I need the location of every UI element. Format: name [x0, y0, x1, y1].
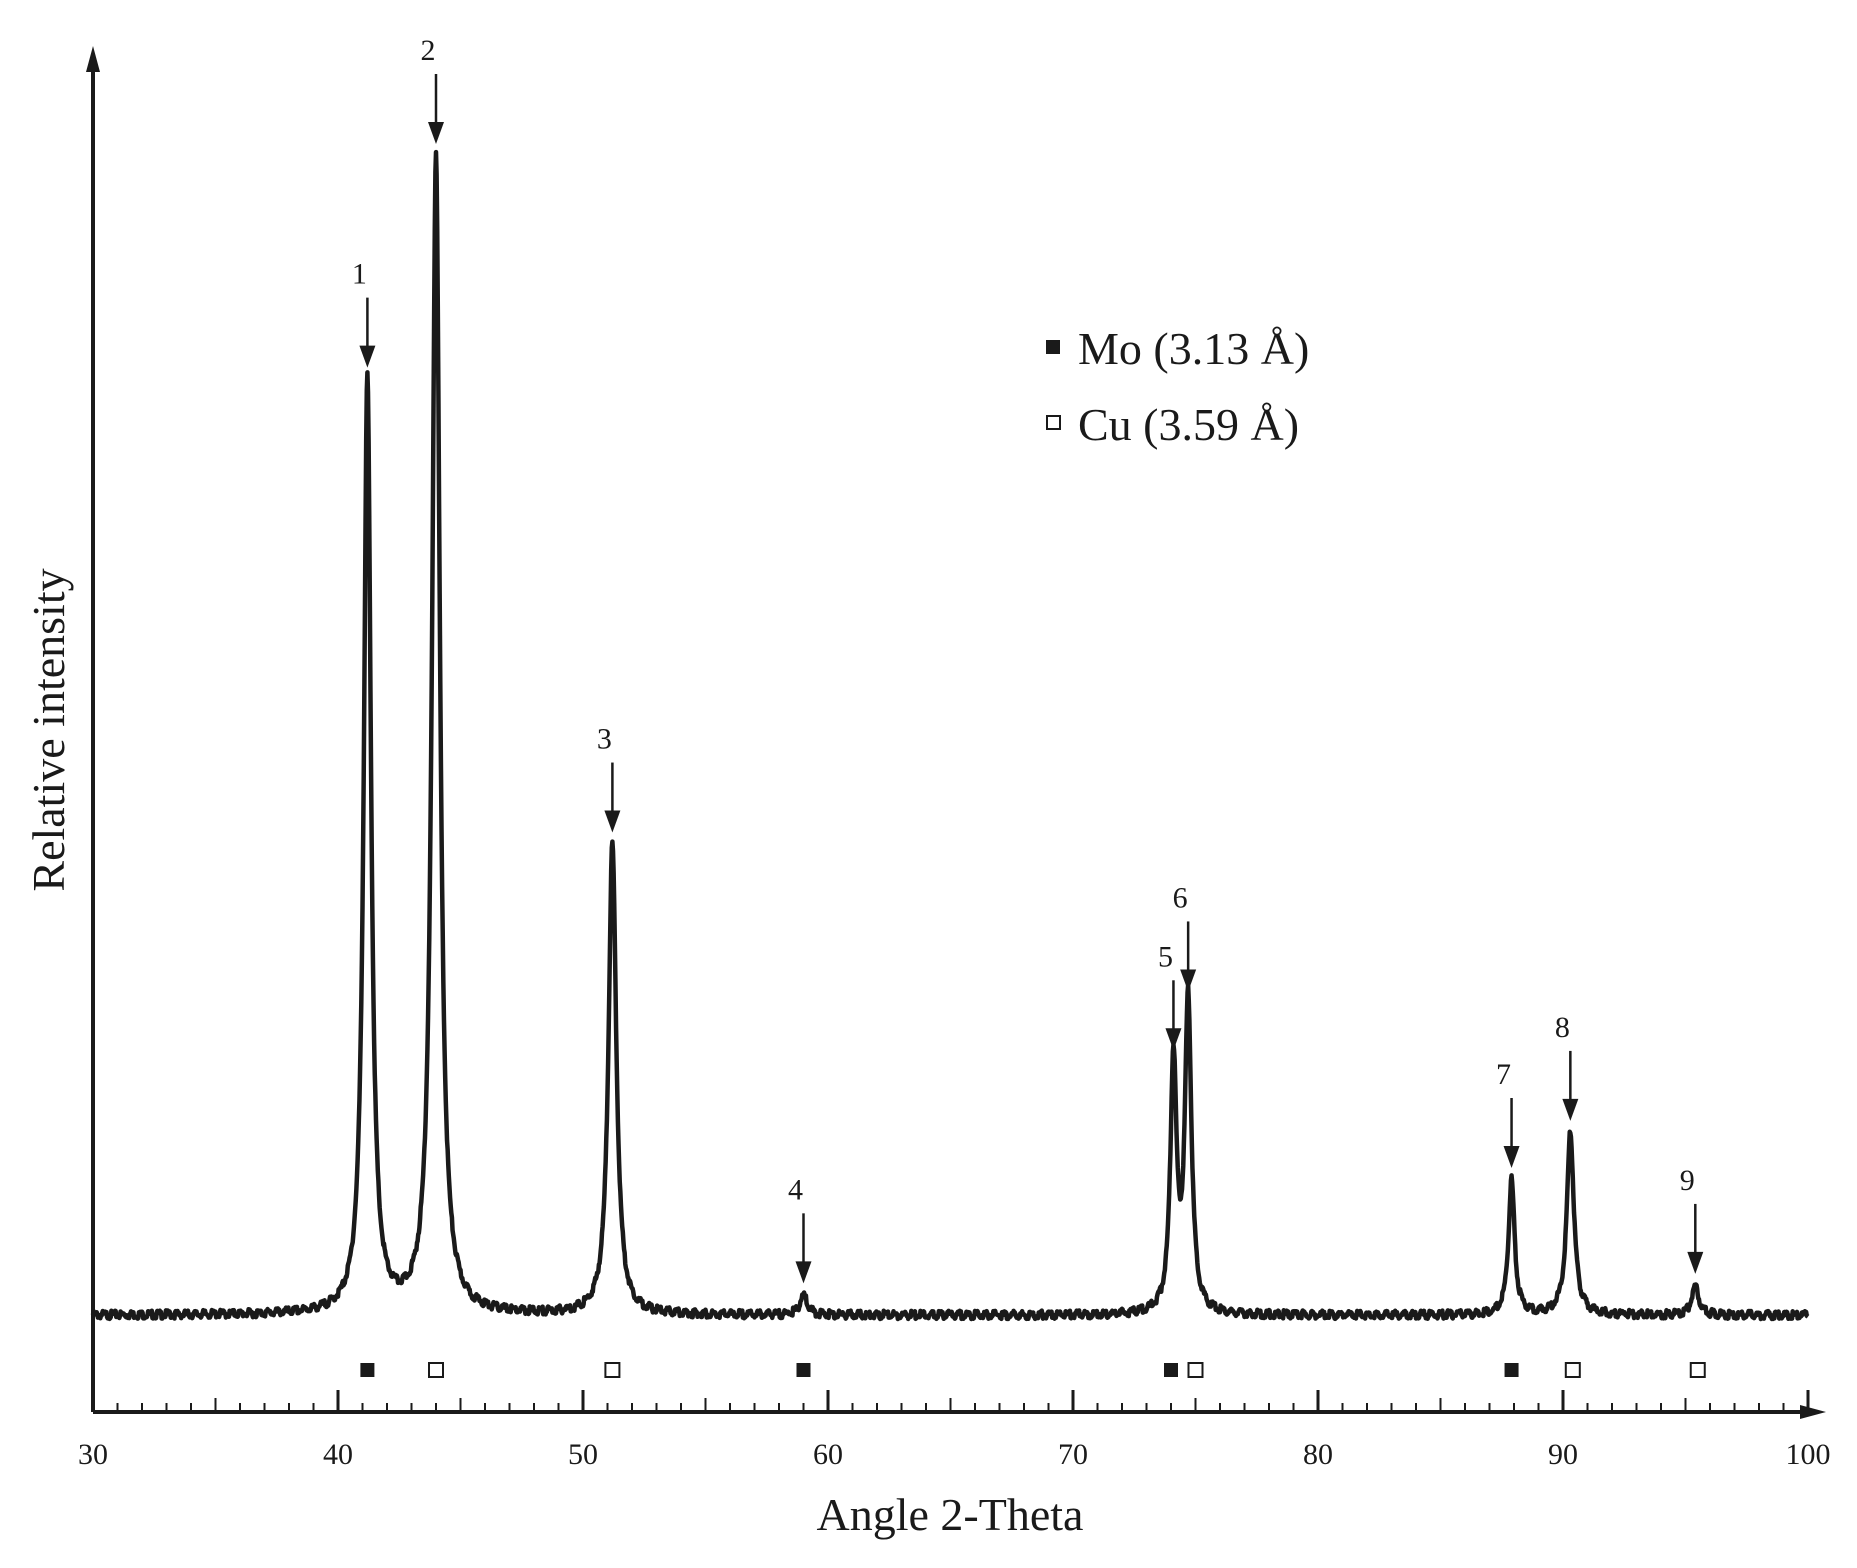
peak-annotations: 1 2 3 4 56 7 8 9 — [352, 34, 1704, 1284]
peak-arrowhead — [1503, 1145, 1520, 1168]
axes — [86, 46, 1826, 1419]
x-tick-label: 40 — [323, 1438, 353, 1471]
y-axis-title: Relative intensity — [23, 568, 74, 891]
peak-annotation: 9 — [1680, 1164, 1704, 1274]
x-tick-labels: 30 40 50 60 70 80 90 100 — [78, 1438, 1831, 1471]
spectrum-group — [90, 149, 1810, 1322]
legend-label-mo: Mo (3.13 Å) — [1078, 323, 1309, 374]
peak-label: 1 — [352, 258, 367, 291]
peak-label: 3 — [597, 723, 612, 756]
peak-annotation: 6 — [1173, 881, 1197, 992]
peak-annotation: 5 — [1158, 940, 1182, 1051]
x-tick-label: 80 — [1303, 1438, 1333, 1471]
spectrum-line — [90, 149, 1810, 1322]
peak-arrowhead — [1562, 1098, 1579, 1121]
cu-reference-marker — [1689, 1362, 1706, 1378]
x-tick-label: 100 — [1786, 1438, 1831, 1471]
peak-arrowhead — [359, 345, 376, 368]
mo-reference-marker — [1504, 1363, 1519, 1377]
peak-label: 8 — [1555, 1011, 1570, 1044]
cu-reference-marker — [1187, 1362, 1204, 1378]
peak-annotation: 4 — [788, 1173, 812, 1284]
peak-label: 9 — [1680, 1164, 1695, 1197]
x-tick-label: 70 — [1058, 1438, 1088, 1471]
cu-reference-marker — [428, 1362, 444, 1378]
mo-reference-marker — [360, 1363, 375, 1377]
peak-label: 5 — [1158, 940, 1173, 973]
peak-label: 2 — [421, 34, 436, 67]
x-tick-label: 90 — [1548, 1438, 1578, 1471]
x-tick-label: 60 — [813, 1438, 843, 1471]
peak-annotation: 7 — [1496, 1058, 1520, 1168]
peak-arrowhead — [1687, 1251, 1704, 1274]
peak-annotation: 2 — [421, 34, 444, 144]
x-tick-label: 50 — [568, 1438, 598, 1471]
peak-annotation: 1 — [352, 258, 376, 368]
reference-markers — [360, 1362, 1706, 1378]
cu-reference-marker — [1564, 1362, 1581, 1378]
peak-label: 7 — [1496, 1058, 1511, 1091]
peak-label: 6 — [1173, 881, 1188, 914]
peak-annotation: 3 — [597, 723, 621, 833]
peak-arrowhead — [795, 1261, 812, 1284]
x-axis-title: Angle 2-Theta — [817, 1489, 1084, 1540]
legend-marker-cu — [1046, 415, 1061, 430]
peak-arrowhead — [428, 122, 444, 144]
peak-arrowhead — [604, 810, 621, 833]
legend-marker-mo — [1046, 340, 1060, 354]
mo-reference-marker — [1164, 1363, 1178, 1377]
mo-reference-marker — [796, 1363, 811, 1377]
peak-arrowhead — [1180, 969, 1197, 992]
y-axis-arrow — [86, 46, 100, 72]
x-tick-label: 30 — [78, 1438, 108, 1471]
legend-label-cu: Cu (3.59 Å) — [1078, 399, 1299, 450]
peak-annotation: 8 — [1555, 1011, 1579, 1121]
cu-reference-marker — [604, 1362, 621, 1378]
peak-label: 4 — [788, 1173, 803, 1206]
legend: Mo (3.13 Å) Cu (3.59 Å) — [1046, 323, 1309, 450]
x-axis-arrow — [1800, 1405, 1826, 1419]
peak-arrowhead — [1165, 1028, 1182, 1051]
